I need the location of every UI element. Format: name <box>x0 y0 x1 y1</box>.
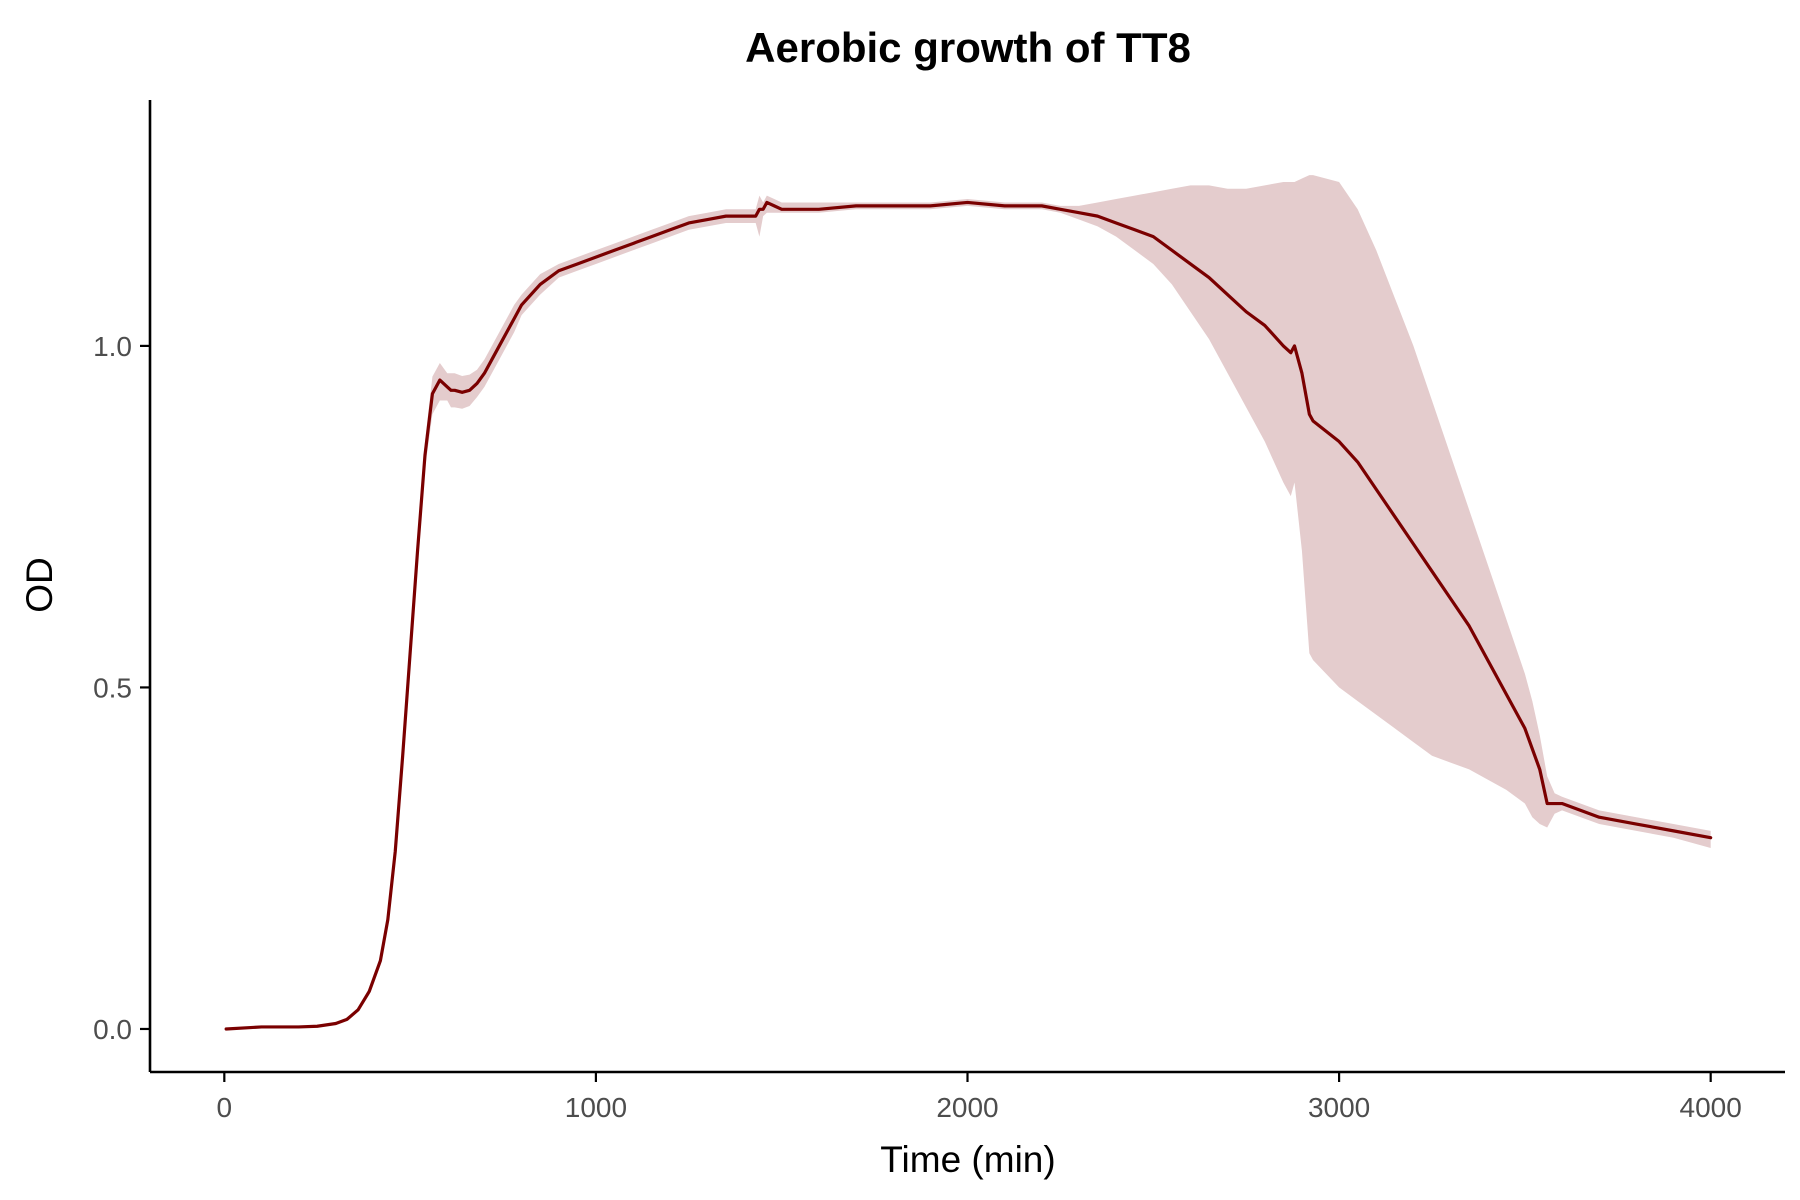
y-tick-label: 0.0 <box>93 1014 132 1045</box>
line-layer <box>224 200 1713 1031</box>
x-axis-title: Time (min) <box>880 1139 1055 1180</box>
y-ticks: 0.0 0.5 1.0 <box>93 331 150 1045</box>
series-line <box>224 200 1713 1031</box>
y-tick-label: 1.0 <box>93 331 132 362</box>
x-ticks: 0 1000 2000 3000 4000 <box>217 1072 1742 1123</box>
x-tick-label: 1000 <box>565 1092 627 1123</box>
x-tick-label: 4000 <box>1680 1092 1742 1123</box>
ribbon-layer <box>226 175 1711 1029</box>
confidence-ribbon <box>226 175 1711 1029</box>
y-tick-label: 0.5 <box>93 672 132 703</box>
axes <box>148 100 1785 1074</box>
x-tick-label: 3000 <box>1308 1092 1370 1123</box>
y-axis-title: OD <box>19 557 60 613</box>
x-tick-label: 0 <box>217 1092 233 1123</box>
chart-title: Aerobic growth of TT8 <box>745 24 1191 71</box>
x-tick-label: 2000 <box>936 1092 998 1123</box>
